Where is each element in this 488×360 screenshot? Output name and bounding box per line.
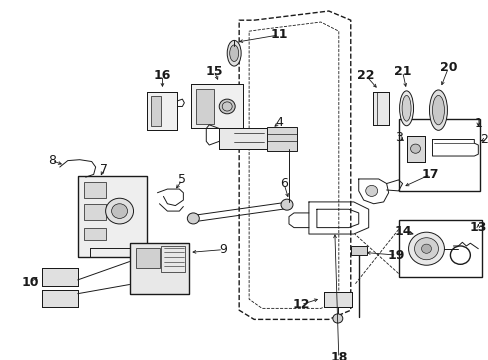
Bar <box>398 220 481 277</box>
Circle shape <box>414 238 438 260</box>
Text: 5: 5 <box>178 174 186 186</box>
Text: 14: 14 <box>394 225 411 238</box>
Bar <box>191 85 243 129</box>
Bar <box>323 292 351 306</box>
Text: 20: 20 <box>439 62 456 75</box>
Circle shape <box>410 144 420 153</box>
Text: 18: 18 <box>329 351 347 360</box>
Text: 11: 11 <box>270 28 287 41</box>
Text: 6: 6 <box>280 177 287 190</box>
Bar <box>78 176 147 257</box>
Circle shape <box>105 198 133 224</box>
Text: 15: 15 <box>205 65 223 78</box>
Circle shape <box>187 213 199 224</box>
Bar <box>406 136 424 162</box>
Bar <box>266 127 296 150</box>
Text: 13: 13 <box>468 221 486 234</box>
Text: 8: 8 <box>48 154 56 167</box>
Bar <box>129 243 189 294</box>
Circle shape <box>281 199 292 210</box>
Circle shape <box>111 204 127 219</box>
Ellipse shape <box>227 40 241 66</box>
Circle shape <box>408 232 444 265</box>
Bar <box>219 129 273 149</box>
Bar <box>219 129 273 149</box>
Text: 17: 17 <box>421 168 438 181</box>
Text: 4: 4 <box>275 117 283 130</box>
Text: 16: 16 <box>153 69 171 82</box>
Bar <box>42 268 78 286</box>
Bar <box>83 228 105 240</box>
Bar <box>372 92 388 125</box>
Circle shape <box>365 185 377 197</box>
Bar <box>191 85 243 129</box>
Ellipse shape <box>399 91 413 126</box>
Bar <box>129 243 189 294</box>
Ellipse shape <box>229 45 238 62</box>
Bar <box>161 246 185 272</box>
Text: 19: 19 <box>387 249 405 262</box>
Text: 2: 2 <box>479 133 487 146</box>
Bar <box>350 246 366 255</box>
Text: 3: 3 <box>394 131 402 144</box>
Text: 7: 7 <box>100 163 107 176</box>
Bar <box>83 182 105 198</box>
Bar <box>398 119 479 191</box>
Ellipse shape <box>428 90 447 130</box>
Bar <box>42 290 78 306</box>
Bar <box>147 92 177 130</box>
Text: 21: 21 <box>393 65 410 78</box>
Circle shape <box>421 244 430 253</box>
Text: 12: 12 <box>292 298 309 311</box>
Bar <box>42 290 78 306</box>
Circle shape <box>332 314 342 323</box>
Text: 22: 22 <box>356 69 374 82</box>
Text: 10: 10 <box>21 276 39 289</box>
Bar <box>151 96 161 126</box>
Ellipse shape <box>431 95 444 125</box>
Text: 1: 1 <box>473 117 481 130</box>
Bar <box>196 89 214 124</box>
Circle shape <box>219 99 235 114</box>
Text: 9: 9 <box>219 243 227 256</box>
Bar <box>323 292 351 306</box>
Bar <box>42 268 78 286</box>
Bar <box>83 204 105 220</box>
Bar <box>372 92 388 125</box>
Bar <box>135 248 160 268</box>
Bar <box>147 92 177 130</box>
Bar <box>406 136 424 162</box>
Bar <box>78 176 147 257</box>
Ellipse shape <box>401 95 410 121</box>
